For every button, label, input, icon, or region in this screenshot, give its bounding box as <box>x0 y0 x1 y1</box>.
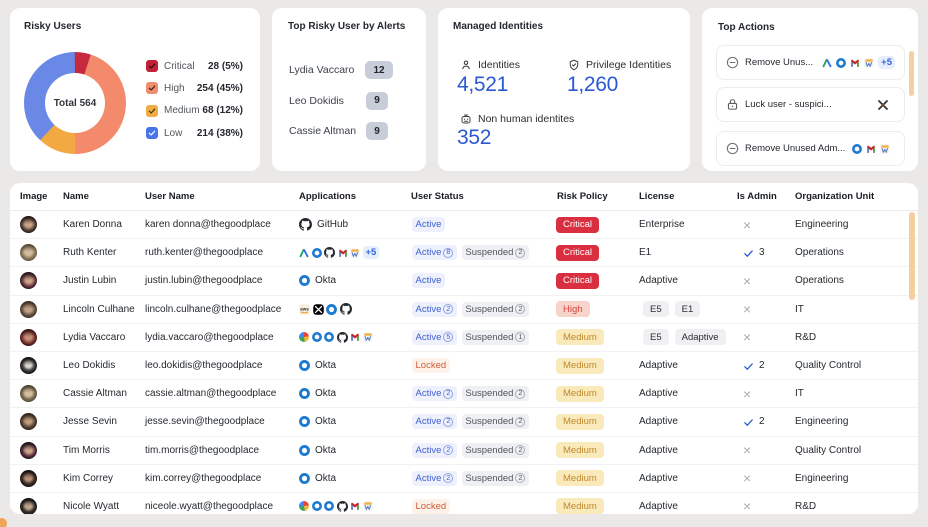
svg-text:aws: aws <box>300 306 309 311</box>
